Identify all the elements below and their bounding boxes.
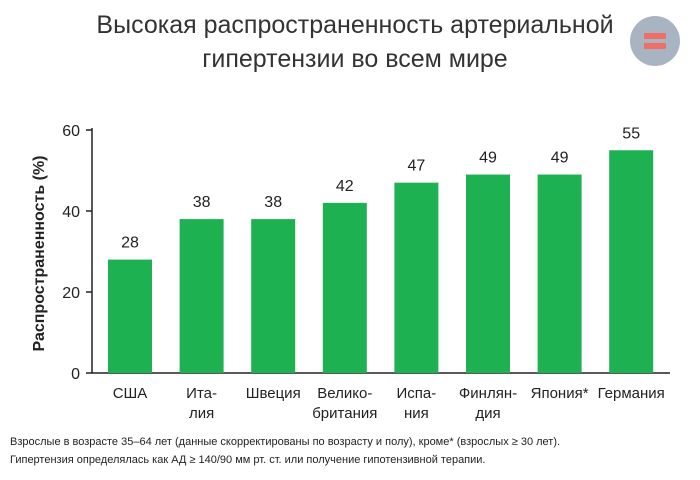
chart-title: Высокая распространенность артериальной … [60,8,650,76]
x-tick-label-1-line-1: США [113,385,148,402]
bar-chart: 0 20 40 60 Распространенность (%) 28 США 38 Ита-… [31,123,670,422]
y-tick-label-60: 60 [62,123,80,140]
data-label-4: 42 [336,178,354,195]
y-tick-label-0: 0 [71,366,80,383]
bar-2 [179,219,224,373]
data-label-6: 49 [479,150,497,167]
x-tick-label-2-line-2: лия [189,405,214,422]
x-tick-label-5-line-2: ния [404,405,429,422]
badge-bar-top [644,33,666,39]
x-tick-label-8-line-1: Германия [598,385,665,402]
x-tick-label-3-line-1: Швеция [246,385,301,402]
bar-6 [466,174,510,373]
footnote-line-2: Гипертензия определялась как АД ≥ 140/90… [10,454,486,466]
data-label-3: 38 [264,194,282,211]
x-tick-label-6-line-1: Финлян- [459,385,517,402]
data-label-5: 47 [408,158,426,175]
x-tick-label-4-line-2: британия [312,405,377,422]
footnote-line-1: Взрослые в возрасте 35–64 лет (данные ск… [10,436,561,448]
y-tick-label-20: 20 [62,285,80,302]
bar-3 [251,219,296,373]
footnote: Взрослые в возрасте 35–64 лет (данные ск… [10,433,690,469]
badge-bar-bottom [644,43,666,49]
data-label-2: 38 [193,194,211,211]
bar-5 [394,182,439,373]
data-label-7: 49 [551,150,569,167]
bar-7 [537,174,582,373]
chart-title-line-1: Высокая распространенность артериальной [96,11,614,39]
x-tick-label-2-line-1: Ита- [186,385,217,402]
bar-4 [322,202,367,373]
data-label-8: 55 [622,125,640,142]
x-tick-label-5-line-1: Испа- [397,385,437,402]
bar-8 [609,150,654,373]
x-tick-label-6-line-2: дия [475,405,500,422]
x-tick-label-7-line-1: Япония* [531,385,589,402]
bar-1 [108,259,152,373]
x-tick-label-4-line-1: Велико- [317,385,372,402]
data-label-1: 28 [121,235,139,252]
y-tick-label-40: 40 [62,204,80,221]
menu-badge-icon[interactable] [630,16,680,66]
y-axis-title: Распространенность (%) [31,155,48,351]
chart-title-line-2: гипертензии во всем мире [202,45,508,73]
